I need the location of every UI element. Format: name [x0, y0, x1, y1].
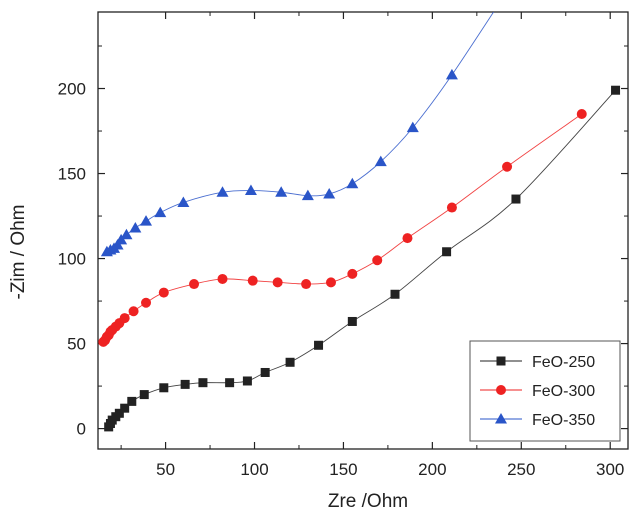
data-point-FeO-250 — [260, 367, 270, 377]
series-line-FeO-350 — [106, 12, 495, 253]
series-line-FeO-300 — [103, 113, 583, 343]
data-point-FeO-350 — [406, 121, 419, 133]
legend-box — [469, 340, 621, 442]
data-point-FeO-250 — [442, 247, 452, 257]
data-point-FeO-300 — [347, 268, 358, 279]
data-point-FeO-350 — [177, 196, 190, 207]
y-tick-label: 200 — [58, 80, 86, 99]
x-tick-label: 150 — [329, 460, 357, 479]
data-point-FeO-350 — [301, 189, 314, 201]
x-tick-label: 50 — [156, 460, 175, 479]
plot-frame — [97, 11, 629, 450]
data-point-FeO-350 — [346, 177, 359, 189]
axis-labels: Zre /Ohm -Zim / Ohm — [8, 205, 408, 513]
data-point-FeO-350 — [275, 186, 288, 197]
data-point-FeO-300 — [189, 279, 200, 290]
data-point-FeO-350 — [154, 206, 167, 218]
data-point-FeO-250 — [198, 378, 208, 388]
data-point-FeO-300 — [446, 202, 457, 213]
data-point-FeO-250 — [159, 383, 169, 393]
data-point-FeO-300 — [158, 287, 169, 298]
data-point-FeO-250 — [285, 357, 295, 367]
legend-marker — [496, 385, 506, 395]
data-point-FeO-300 — [128, 306, 139, 317]
data-point-FeO-250 — [511, 194, 521, 204]
data-point-FeO-350 — [244, 184, 257, 196]
legend: FeO-250 FeO-300 FeO-350 — [469, 340, 621, 442]
y-tick-label: 50 — [67, 335, 86, 354]
data-point-FeO-250 — [139, 390, 149, 400]
data-point-FeO-250 — [180, 379, 190, 389]
x-tick-label: 300 — [596, 460, 624, 479]
data-point-FeO-250 — [120, 403, 130, 413]
data-point-FeO-300 — [325, 277, 336, 288]
data-point-FeO-300 — [272, 277, 283, 288]
data-point-FeO-250 — [347, 316, 357, 326]
legend-marker — [496, 356, 506, 366]
data-point-FeO-250 — [390, 289, 400, 299]
data-point-FeO-350 — [323, 187, 336, 199]
data-point-FeO-250 — [127, 396, 137, 406]
data-point-FeO-250 — [242, 376, 252, 386]
data-point-FeO-300 — [402, 233, 413, 244]
data-point-FeO-300 — [576, 109, 587, 120]
legend-label: FeO-300 — [532, 383, 595, 400]
data-point-FeO-350 — [140, 215, 153, 226]
x-axis-label: Zre /Ohm — [328, 491, 408, 512]
data-point-FeO-300 — [372, 255, 383, 266]
data-point-FeO-250 — [314, 340, 324, 350]
legend-label: FeO-250 — [532, 354, 595, 371]
axes: 50 100 150 200 250 300 0 50 100 150 200 — [58, 11, 629, 479]
legend-marker — [495, 413, 507, 424]
data-point-FeO-350 — [374, 155, 387, 167]
data-point-FeO-300 — [119, 313, 130, 324]
data-point-FeO-300 — [247, 275, 258, 286]
x-tick-label: 200 — [418, 460, 446, 479]
data-point-FeO-350 — [129, 221, 142, 233]
series-markers — [98, 68, 621, 432]
data-point-FeO-250 — [225, 378, 235, 388]
data-point-FeO-300 — [141, 297, 152, 308]
x-tick-label: 100 — [240, 460, 268, 479]
data-point-FeO-300 — [301, 279, 312, 290]
data-point-FeO-300 — [217, 273, 228, 284]
data-point-FeO-350 — [120, 228, 133, 240]
data-point-FeO-250 — [114, 408, 124, 418]
data-point-FeO-350 — [216, 186, 229, 197]
y-tick-label: 150 — [58, 165, 86, 184]
data-point-FeO-250 — [611, 85, 621, 95]
data-point-FeO-350 — [445, 68, 458, 80]
legend-label: FeO-350 — [532, 412, 595, 429]
y-tick-label: 0 — [77, 420, 86, 439]
x-tick-label: 250 — [507, 460, 535, 479]
data-point-FeO-300 — [502, 161, 513, 172]
y-axis-label: -Zim / Ohm — [8, 205, 29, 300]
y-tick-label: 100 — [58, 250, 86, 269]
